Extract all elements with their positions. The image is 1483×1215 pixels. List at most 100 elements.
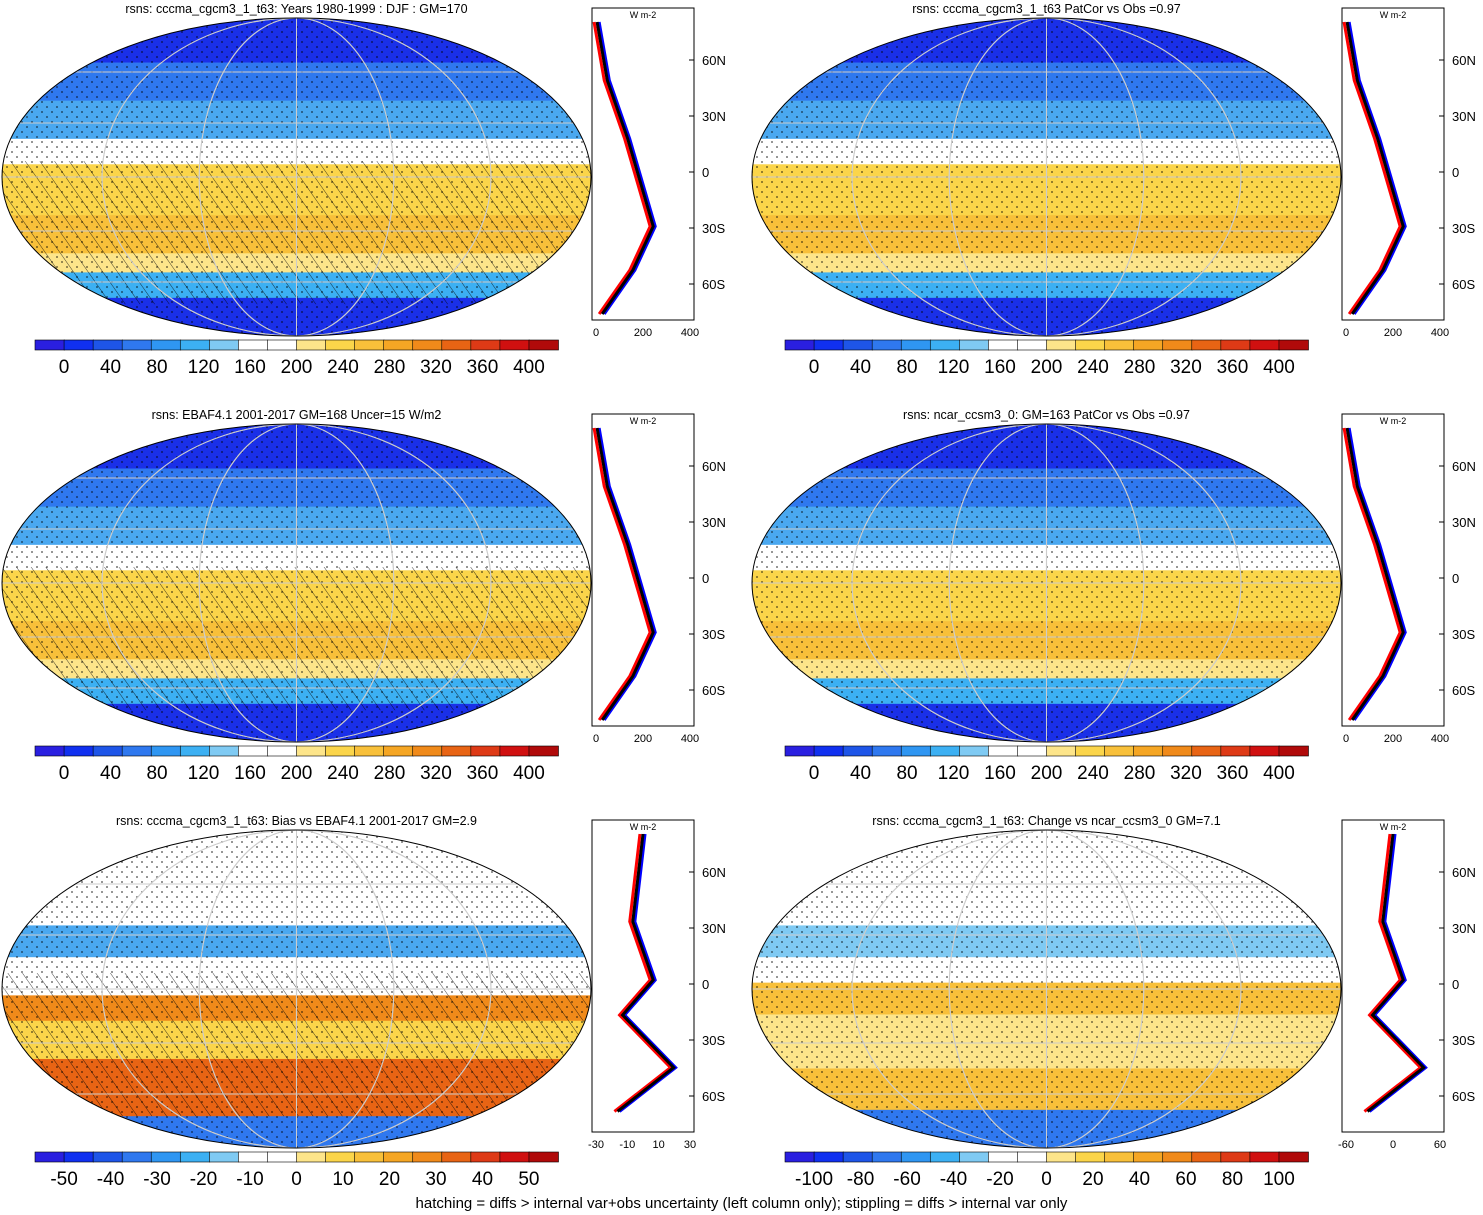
zonal-ylabel: 60S [1452,683,1475,698]
colorbar-swatch [150,745,182,757]
colorbar-swatch [412,339,443,351]
colorbar-swatch [441,745,472,757]
map-border [1,423,592,743]
colorbar-label: 160 [234,357,266,378]
colorbar-swatch [1278,745,1309,757]
colorbar-swatch [1075,1151,1106,1163]
colorbar-swatch [1278,1151,1309,1163]
zonal-ylabel: 60N [1452,53,1476,68]
colorbar-label: 160 [234,763,266,784]
colorbar-swatch [1017,1151,1048,1163]
colorbar-label: 240 [327,357,359,378]
zonal-xlabel: -10 [619,1139,635,1151]
zonal-ylabel: 60N [702,53,726,68]
colorbar-swatch [383,339,414,351]
zonal-ylabel: 30S [1452,221,1475,236]
colorbar-swatch [179,339,211,351]
colorbar-swatch [63,745,94,757]
zonal-ylabel: 30S [702,1033,725,1048]
zonal-ylabel: 30N [702,921,726,936]
colorbar-label: 360 [1217,763,1249,784]
colorbar-label: 280 [374,763,406,784]
colorbar-label: 20 [379,1169,400,1190]
panel-title: rsns: cccma_cgcm3_1_t63: Bias vs EBAF4.1… [116,814,477,828]
colorbar-swatch [1104,745,1135,757]
colorbar-label: 80 [896,763,917,784]
colorbar-swatch [121,1151,153,1163]
colorbar-swatch [959,1151,990,1163]
colorbar-label: 80 [896,357,917,378]
zonal-xlabel: -60 [1338,1139,1354,1151]
panel-title: rsns: cccma_cgcm3_1_t63: Change vs ncar_… [872,814,1220,828]
colorbar-label: 320 [420,763,452,784]
map-top-right: rsns: cccma_cgcm3_1_t63 PatCor vs Obs =0… [751,2,1476,378]
colorbar-swatch [1191,339,1222,351]
colorbar-swatch [354,745,385,757]
zonal-model_line [1366,833,1426,1113]
map-bottom-right: rsns: cccma_cgcm3_1_t63: Change vs ncar_… [751,814,1476,1190]
colorbar-swatch [499,1151,530,1163]
colorbar-label: 200 [281,763,313,784]
colorbar-swatch [1075,745,1106,757]
colorbar-swatch [150,1151,182,1163]
zonal-obs_line [1363,833,1423,1113]
colorbar-swatch [813,1151,844,1163]
colorbar-swatch [1191,745,1222,757]
colorbar-swatch [1046,1151,1077,1163]
zonal-xlabel: 200 [634,327,652,339]
zonal-model_line [616,833,676,1113]
colorbar-swatch [92,745,123,757]
colorbar-swatch [412,1151,443,1163]
colorbar-swatch [784,745,815,757]
colorbar-swatch [1046,339,1077,351]
map-border [1,17,592,337]
colorbar-label: 60 [1175,1169,1196,1190]
colorbar-swatch [1278,339,1309,351]
panel-title: rsns: cccma_cgcm3_1_t63 PatCor vs Obs =0… [912,2,1181,16]
colorbar-label: 400 [1263,357,1295,378]
zonal-xlabel: 200 [634,733,652,745]
colorbar-swatch [441,1151,472,1163]
colorbar-swatch [1162,1151,1193,1163]
colorbar-swatch [470,745,501,757]
colorbar-swatch [988,1151,1019,1163]
zonal-ylabel: 30S [1452,1033,1475,1048]
colorbar-label: 40 [100,357,121,378]
colorbar-swatch [1191,1151,1222,1163]
zonal-ylabel: 0 [1452,165,1459,180]
colorbar-swatch [209,339,240,351]
colorbar-label: 160 [984,763,1016,784]
colorbar-swatch [1133,745,1164,757]
colorbar-swatch [179,745,211,757]
colorbar-swatch [1075,339,1106,351]
colorbar-label: 0 [1041,1169,1052,1190]
colorbar-label: 280 [1124,357,1156,378]
colorbar-swatch [179,1151,211,1163]
colorbar-label: 240 [327,763,359,784]
map-middle-left: rsns: EBAF4.1 2001-2017 GM=168 Uncer=15 … [1,408,726,784]
colorbar-swatch [121,339,153,351]
colorbar-swatch [871,745,903,757]
zonal-ylabel: 60N [702,865,726,880]
colorbar-swatch [325,339,356,351]
colorbar-swatch [238,745,269,757]
colorbar-label: 400 [1263,763,1295,784]
colorbar-swatch [34,1151,65,1163]
colorbar-label: 320 [1170,763,1202,784]
colorbar-swatch [470,339,501,351]
zonal-ylabel: 0 [1452,977,1459,992]
map-field [2,424,591,742]
zonal-alt_line [1347,21,1407,315]
colorbar-swatch [238,339,269,351]
zonal-ylabel: 60N [1452,865,1476,880]
colorbar-label: 200 [1031,357,1063,378]
colorbar-label: 40 [100,763,121,784]
zonal-model_line [595,21,655,315]
zonal-xlabel: 0 [1390,1139,1396,1151]
zonal-ylabel: 30N [702,109,726,124]
colorbar-swatch [296,339,327,351]
colorbar-label: 280 [1124,763,1156,784]
colorbar-label: 0 [291,1169,302,1190]
colorbar-label: 40 [850,763,871,784]
